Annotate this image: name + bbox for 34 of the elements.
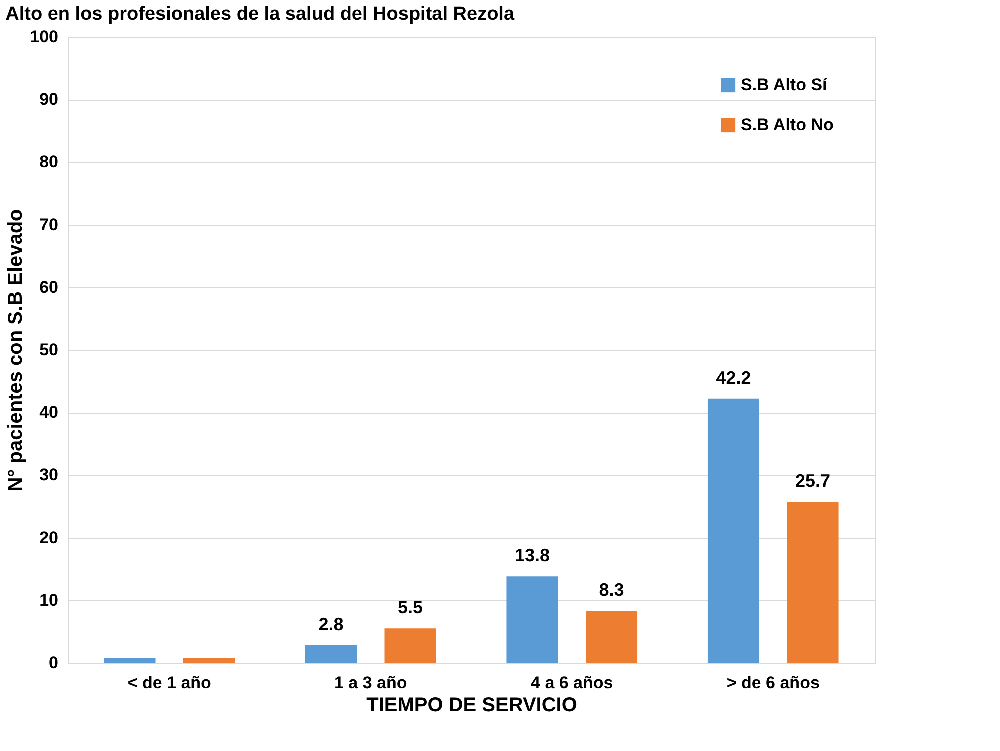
- data-label: 13.8: [514, 546, 550, 566]
- data-label: 2.8: [318, 614, 344, 634]
- y-tick-label: 10: [40, 590, 58, 610]
- data-label: 42.2: [716, 368, 752, 388]
- x-tick-label: > de 6 años: [726, 674, 820, 692]
- x-tick-label: < de 1 año: [128, 674, 212, 692]
- y-tick-label: 50: [40, 340, 58, 360]
- y-tick-label: 20: [40, 528, 58, 548]
- y-tick-label: 40: [40, 403, 58, 422]
- y-tick-label: 60: [40, 278, 58, 297]
- bar: [305, 645, 358, 663]
- y-tick-label: 80: [40, 152, 58, 172]
- bar: [787, 502, 839, 663]
- y-tick-label: 70: [40, 215, 58, 234]
- bar: [708, 398, 760, 663]
- x-tick-label: 1 a 3 año: [334, 674, 408, 692]
- y-tick-label: 30: [40, 466, 58, 485]
- data-label: 25.7: [795, 471, 831, 492]
- legend-label: S.B Alto No: [741, 116, 834, 134]
- legend-label: S.B Alto Sí: [741, 76, 829, 94]
- y-tick-label: 0: [49, 654, 58, 672]
- x-tick-label: 4 a 6 años: [531, 674, 614, 692]
- y-tick-label: 90: [40, 90, 58, 110]
- bar: [384, 628, 436, 663]
- x-axis-title: TIEMPO DE SERVICIO: [366, 694, 578, 716]
- chart-title: Alto en los profesionales de la salud del Hospital Rezola: [6, 4, 515, 25]
- bar: [104, 658, 156, 663]
- data-label: 8.3: [599, 580, 624, 600]
- y-axis-title: N° pacientes con S.B Elevado: [5, 209, 28, 492]
- data-label: 5.5: [398, 598, 424, 618]
- y-tick-label: 100: [30, 28, 58, 46]
- bar: [184, 658, 236, 663]
- bar: [506, 576, 558, 663]
- bar: [586, 611, 638, 663]
